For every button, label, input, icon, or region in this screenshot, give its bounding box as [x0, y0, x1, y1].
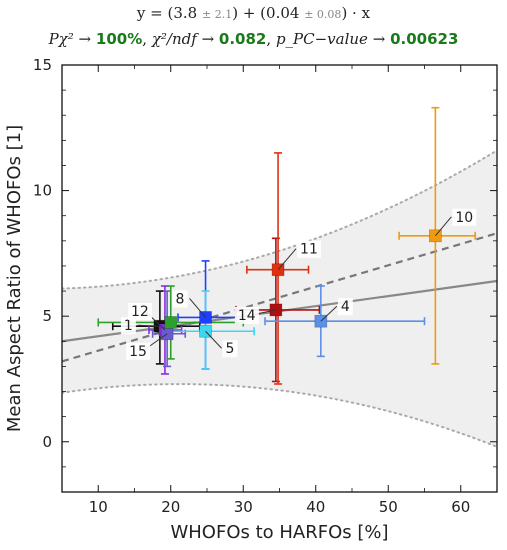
label-background-10 — [452, 208, 477, 226]
equation-intercept: 3.8 — [173, 4, 198, 22]
equation-middle: ) + ( — [232, 4, 267, 22]
y-tick-label-15: 15 — [33, 56, 52, 74]
ppc-label: p_PC−value → — [275, 30, 386, 48]
equation-prefix: y = ( — [136, 4, 174, 22]
chi2-ndf-label: χ²/ndf → — [151, 30, 215, 48]
point-label-5: 5 — [226, 341, 235, 357]
dashed-trend-line — [62, 232, 497, 363]
ppc-value: 0.00623 — [390, 30, 459, 48]
point-label-10: 10 — [455, 210, 473, 226]
label-background-1 — [120, 317, 136, 335]
label-background-8 — [172, 290, 188, 308]
band-upper-edge — [62, 149, 497, 290]
y-tick-label-10: 10 — [33, 182, 52, 200]
error-bars-layer — [97, 106, 477, 385]
label-leader-5 — [205, 330, 222, 349]
label-background-15 — [126, 342, 151, 360]
equation-slope-error: ± 0.08 — [304, 8, 342, 21]
y-axis-label: Mean Aspect Ratio of WHOFOs [1] — [4, 125, 25, 432]
equation-intercept-error: ± 2.1 — [202, 8, 233, 21]
point-labels-layer: 112 15 8 5 14 11 4 10 — [120, 208, 477, 360]
fit-equation: y = (3.8 ± 2.1) + (0.04 ± 0.08) · x — [0, 4, 507, 22]
label-leader-4 — [320, 305, 338, 322]
label-background-14 — [234, 306, 259, 324]
x-tick-label-50: 50 — [379, 498, 398, 516]
chi2-ndf-value: 0.082 — [218, 30, 267, 48]
point-label-11: 11 — [300, 242, 318, 258]
label-leader-10 — [434, 216, 452, 237]
stats-separator-1: , — [142, 30, 148, 48]
label-background-11 — [297, 240, 322, 258]
point-label-8: 8 — [176, 291, 185, 307]
stats-separator-2: , — [266, 30, 272, 48]
label-leader-8 — [189, 298, 206, 318]
x-tick-label-30: 30 — [234, 498, 253, 516]
point-label-4: 4 — [341, 299, 350, 315]
point-label-15: 15 — [129, 344, 147, 360]
y-tick-label-5: 5 — [42, 307, 52, 325]
confidence-band — [62, 150, 497, 447]
equation-suffix: ) · x — [341, 4, 371, 22]
label-leader-1 — [137, 324, 160, 327]
label-leader-11 — [277, 248, 297, 271]
fit-statistics: Pχ² → 100%, χ²/ndf → 0.082, p_PC−value →… — [0, 30, 507, 48]
band-lower-edge — [62, 383, 497, 448]
data-point-unlabeled — [164, 316, 178, 329]
x-axis-label: WHOFOs to HARFOs [%] — [170, 522, 388, 543]
x-tick-label-20: 20 — [161, 498, 180, 516]
y-tick-label-0: 0 — [42, 433, 52, 451]
point-label-12: 12 — [131, 304, 149, 320]
x-tick-label-40: 40 — [306, 498, 325, 516]
point-label-1: 1 — [124, 318, 133, 334]
label-background-4 — [337, 298, 353, 316]
x-tick-label-10: 10 — [89, 498, 108, 516]
equation-slope: 0.04 — [266, 4, 300, 22]
confidence-band-layer — [62, 149, 497, 448]
p-chi2-value: 100% — [95, 30, 143, 48]
p-chi2-label: Pχ² → — [48, 30, 92, 48]
label-background-5 — [222, 340, 238, 358]
point-label-14: 14 — [238, 308, 256, 324]
x-tick-label-60: 60 — [451, 498, 470, 516]
label-background-12 — [127, 302, 152, 320]
